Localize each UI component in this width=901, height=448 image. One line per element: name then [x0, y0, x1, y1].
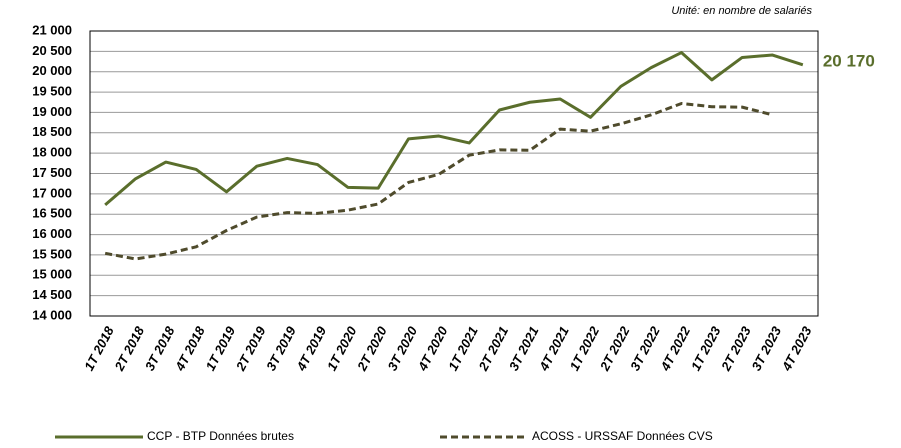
y-tick-label: 18 500: [32, 124, 72, 139]
y-tick-label: 16 500: [32, 206, 72, 221]
y-tick-label: 19 000: [32, 104, 72, 119]
plot-border: [89, 30, 819, 317]
y-tick-label: 14 500: [32, 287, 72, 302]
y-tick-label: 20 000: [32, 63, 72, 78]
y-tick-label: 20 500: [32, 43, 72, 58]
y-tick-label: 21 000: [32, 22, 72, 37]
y-tick-label: 18 000: [32, 145, 72, 160]
legend-label: ACOSS - URSSAF Données CVS: [532, 429, 713, 443]
y-tick-label: 19 500: [32, 84, 72, 99]
y-tick-label: 14 000: [32, 307, 72, 322]
series-line: [104, 101, 773, 261]
y-tick-label: 15 000: [32, 267, 72, 282]
y-tick-label: 17 500: [32, 165, 72, 180]
y-tick-label: 16 000: [32, 226, 72, 241]
series-line: [104, 51, 804, 206]
y-tick-label: 15 500: [32, 246, 72, 261]
y-tick-label: 17 000: [32, 185, 72, 200]
legend-label: CCP - BTP Données brutes: [147, 429, 294, 443]
value-label: 20 170: [823, 51, 875, 70]
unit-note: Unité: en nombre de salariés: [671, 5, 812, 17]
